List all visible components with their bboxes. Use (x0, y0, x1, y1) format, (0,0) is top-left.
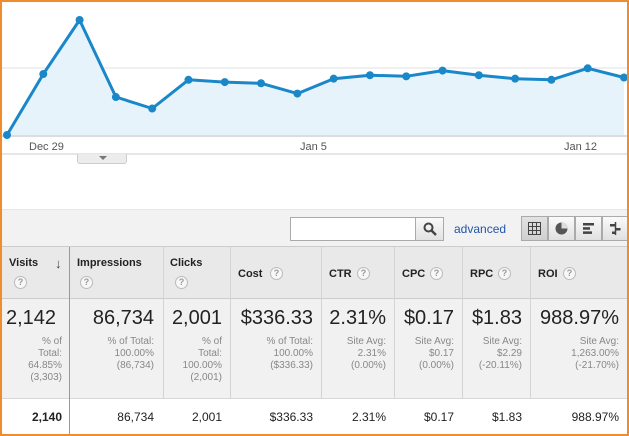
bar-view-button[interactable] (575, 216, 602, 241)
chart-series-line (5, 18, 625, 136)
visits-total: 2,142 (6, 307, 57, 329)
column-divider (394, 247, 395, 300)
x-tick-label: Jan 5 (300, 141, 327, 153)
help-icon[interactable]: ? (430, 267, 443, 280)
pie-view-button[interactable] (548, 216, 575, 241)
column-header-impressions[interactable]: Impressions (77, 257, 142, 269)
chart-data-point[interactable] (257, 79, 266, 88)
visits-total-detail: % of Total: 64.85% (3,303) (28, 336, 62, 383)
column-divider (321, 247, 322, 300)
grid-icon (528, 222, 541, 235)
table-header-row: Visits ↓ ? Impressions ? Clicks ? Cost ?… (2, 246, 627, 300)
column-divider (462, 247, 463, 300)
comparison-icon (610, 222, 621, 235)
column-divider (462, 299, 463, 399)
chart-data-point[interactable] (402, 72, 411, 81)
ctr-total-detail: Site Avg: 2.31% (0.00%) (346, 336, 386, 371)
row-ctr: 2.31% (351, 410, 386, 424)
column-divider (163, 247, 164, 300)
comparison-view-button[interactable] (602, 216, 627, 241)
column-divider (163, 299, 164, 399)
chart-data-point[interactable] (511, 74, 520, 83)
chart-data-point[interactable] (329, 74, 338, 83)
column-divider (230, 247, 231, 300)
chart-collapse-toggle[interactable] (77, 154, 127, 164)
chart-data-point[interactable] (220, 78, 229, 87)
help-icon[interactable]: ? (80, 276, 93, 289)
column-divider (530, 247, 531, 300)
column-divider (394, 299, 395, 399)
table-row[interactable]: 2,140 86,734 2,001 $336.33 2.31% $0.17 $… (2, 399, 627, 434)
help-icon[interactable]: ? (563, 267, 576, 280)
column-divider (69, 247, 70, 300)
search-icon (423, 222, 437, 236)
x-tick-label: Dec 29 (29, 141, 64, 153)
column-header-cpc[interactable]: CPC (402, 268, 426, 280)
cpc-total-detail: Site Avg: $0.17 (0.00%) (414, 336, 454, 371)
column-header-ctr[interactable]: CTR (329, 268, 352, 280)
chart-data-point[interactable] (474, 71, 483, 80)
ctr-total: 2.31% (329, 307, 386, 329)
column-divider (530, 299, 531, 399)
chart-area-fill (7, 20, 624, 135)
chart-data-point[interactable] (111, 93, 120, 102)
rpc-total-detail: Site Avg: $2.29 (-20.11%) (478, 336, 522, 371)
row-cost: $336.33 (269, 410, 313, 424)
pie-chart-icon (555, 222, 568, 235)
chart-data-point[interactable] (620, 73, 627, 82)
chart-data-point[interactable] (75, 16, 84, 24)
visits-line-chart: Dec 29 Jan 5 Jan 12 (2, 16, 627, 155)
column-header-cost[interactable]: Cost (238, 268, 263, 280)
row-roi: 988.97% (571, 410, 619, 424)
chart-data-point[interactable] (148, 104, 157, 113)
roi-total: 988.97% (540, 307, 619, 329)
column-divider (321, 299, 322, 399)
roi-total-detail: Site Avg: 1,263.00% (-21.70%) (571, 336, 619, 371)
chart-data-point[interactable] (365, 71, 374, 80)
help-icon[interactable]: ? (498, 267, 511, 280)
clicks-total: 2,001 (171, 307, 222, 329)
help-icon[interactable]: ? (270, 267, 283, 280)
advanced-filter-link[interactable]: advanced (454, 222, 507, 236)
table-toolbar: advanced (2, 209, 627, 246)
sort-descending-icon[interactable]: ↓ (55, 256, 62, 271)
column-header-visits[interactable]: Visits (9, 257, 39, 269)
cost-total-detail: % of Total: 100.00% ($336.33) (266, 336, 313, 371)
impressions-total-detail: % of Total: 100.00% (86,734) (107, 336, 154, 371)
x-tick-label: Jan 12 (564, 141, 597, 153)
table-search-input[interactable] (290, 217, 416, 241)
chart-data-point[interactable] (293, 89, 302, 98)
search-button[interactable] (416, 217, 444, 241)
impressions-total: 86,734 (92, 307, 154, 329)
chart-data-point[interactable] (184, 75, 193, 84)
column-header-rpc[interactable]: RPC (470, 268, 494, 280)
row-impressions: 86,734 (117, 410, 154, 424)
row-clicks: 2,001 (191, 410, 222, 424)
bar-chart-icon (583, 223, 594, 234)
cost-total: $336.33 (240, 307, 313, 329)
chart-data-point[interactable] (547, 75, 556, 84)
help-icon[interactable]: ? (14, 276, 27, 289)
row-rpc: $1.83 (491, 410, 522, 424)
column-header-clicks[interactable]: Clicks (170, 257, 203, 269)
table-view-button[interactable] (521, 216, 548, 241)
chart-data-point[interactable] (39, 70, 48, 79)
cpc-total: $0.17 (403, 307, 454, 329)
chart-data-point[interactable] (3, 131, 11, 139)
clicks-total-detail: % of Total: 100.00% (2,001) (182, 336, 222, 383)
chart-data-point[interactable] (583, 64, 592, 73)
row-cpc: $0.17 (423, 410, 454, 424)
column-header-roi[interactable]: ROI (538, 268, 558, 280)
column-divider (69, 399, 70, 434)
summary-totals-row: 2,142 % of Total: 64.85% (3,303) 86,734 % o… (2, 299, 627, 399)
column-divider (69, 299, 70, 399)
rpc-total: $1.83 (471, 307, 522, 329)
column-divider (230, 299, 231, 399)
row-visits: 2,140 (31, 410, 62, 424)
help-icon[interactable]: ? (175, 276, 188, 289)
chart-data-point[interactable] (438, 66, 447, 75)
help-icon[interactable]: ? (357, 267, 370, 280)
